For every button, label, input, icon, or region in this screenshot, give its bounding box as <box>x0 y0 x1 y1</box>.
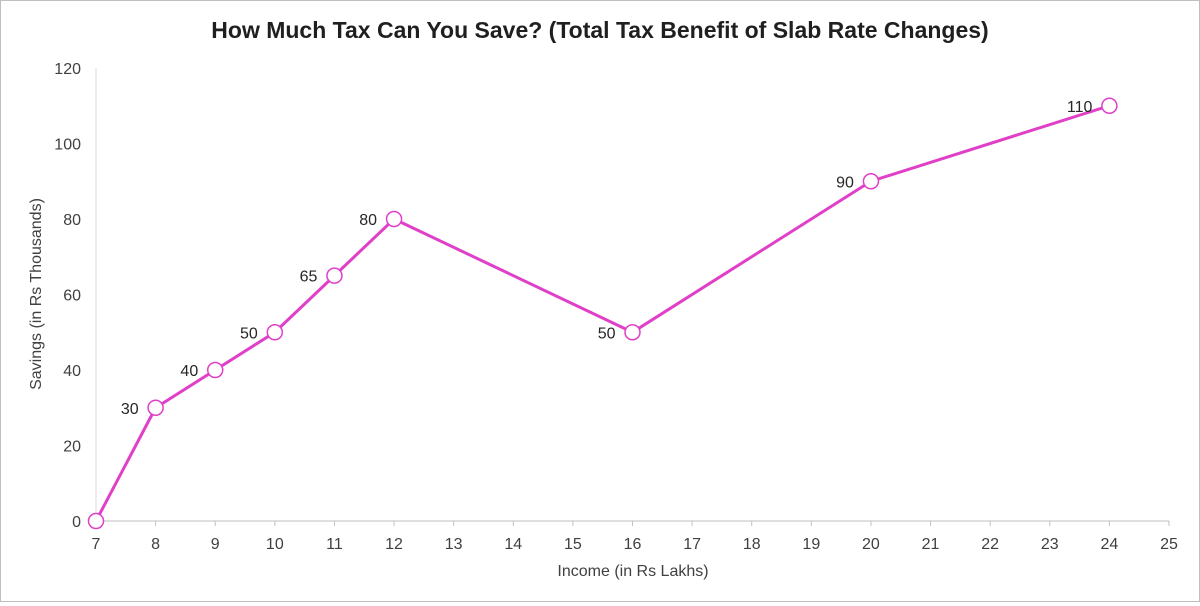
y-tick-label: 0 <box>72 514 81 531</box>
data-point <box>206 361 224 379</box>
x-tick-label: 13 <box>445 536 463 553</box>
x-tick-label: 18 <box>743 536 761 553</box>
data-point <box>385 210 403 228</box>
data-point <box>147 399 164 416</box>
x-tick-label: 8 <box>151 536 160 553</box>
x-tick-label: 23 <box>1041 536 1059 553</box>
y-tick-label: 120 <box>54 61 81 78</box>
y-tick-labels: 0 20 40 60 80 100 120 <box>54 61 81 531</box>
x-tick-label: 22 <box>981 536 999 553</box>
data-point <box>326 267 343 284</box>
data-point <box>87 512 105 530</box>
y-axis-label: Savings (in Rs Thousands) <box>28 198 45 390</box>
data-point <box>266 324 284 341</box>
x-tick-label: 11 <box>326 536 343 553</box>
data-label: 90 <box>836 174 854 191</box>
x-axis-label: Income (in Rs Lakhs) <box>557 563 708 580</box>
data-label: 50 <box>240 325 258 342</box>
y-tick-label: 40 <box>63 363 81 380</box>
y-tick-label: 60 <box>63 288 81 305</box>
x-tick-label: 25 <box>1160 536 1178 553</box>
y-tick-label: 100 <box>54 137 81 154</box>
data-point <box>624 324 641 341</box>
x-tick-label: 24 <box>1100 536 1118 553</box>
plot-area: 30 40 50 65 80 50 90 110 <box>87 97 1118 530</box>
chart-title: How Much Tax Can You Save? (Total Tax Be… <box>211 17 988 43</box>
x-tick-label: 14 <box>504 536 522 553</box>
x-tick-label: 20 <box>862 536 880 553</box>
data-label: 30 <box>121 401 139 418</box>
data-point <box>862 173 880 190</box>
x-tick-label: 19 <box>802 536 820 553</box>
data-label: 65 <box>300 269 318 286</box>
x-tick-label: 16 <box>624 536 642 553</box>
x-tick-label: 21 <box>922 536 940 553</box>
data-label: 110 <box>1067 99 1093 116</box>
x-tick-label: 15 <box>564 536 582 553</box>
data-label: 40 <box>180 363 198 380</box>
x-tick-label: 7 <box>92 536 101 553</box>
x-tick-label: 17 <box>683 536 701 553</box>
y-tick-label: 20 <box>63 439 81 456</box>
data-label: 80 <box>359 212 377 229</box>
series-line <box>94 104 1110 522</box>
data-point <box>1101 97 1118 114</box>
x-tick-label: 9 <box>211 536 220 553</box>
x-tick-label: 12 <box>385 536 403 553</box>
x-tick-label: 10 <box>266 536 284 553</box>
x-tick-labels: 7 8 9 10 11 12 13 14 15 16 17 18 19 20 21 22 23 24 25 <box>92 521 1178 553</box>
data-label: 50 <box>598 325 616 342</box>
y-tick-label: 80 <box>63 212 81 229</box>
